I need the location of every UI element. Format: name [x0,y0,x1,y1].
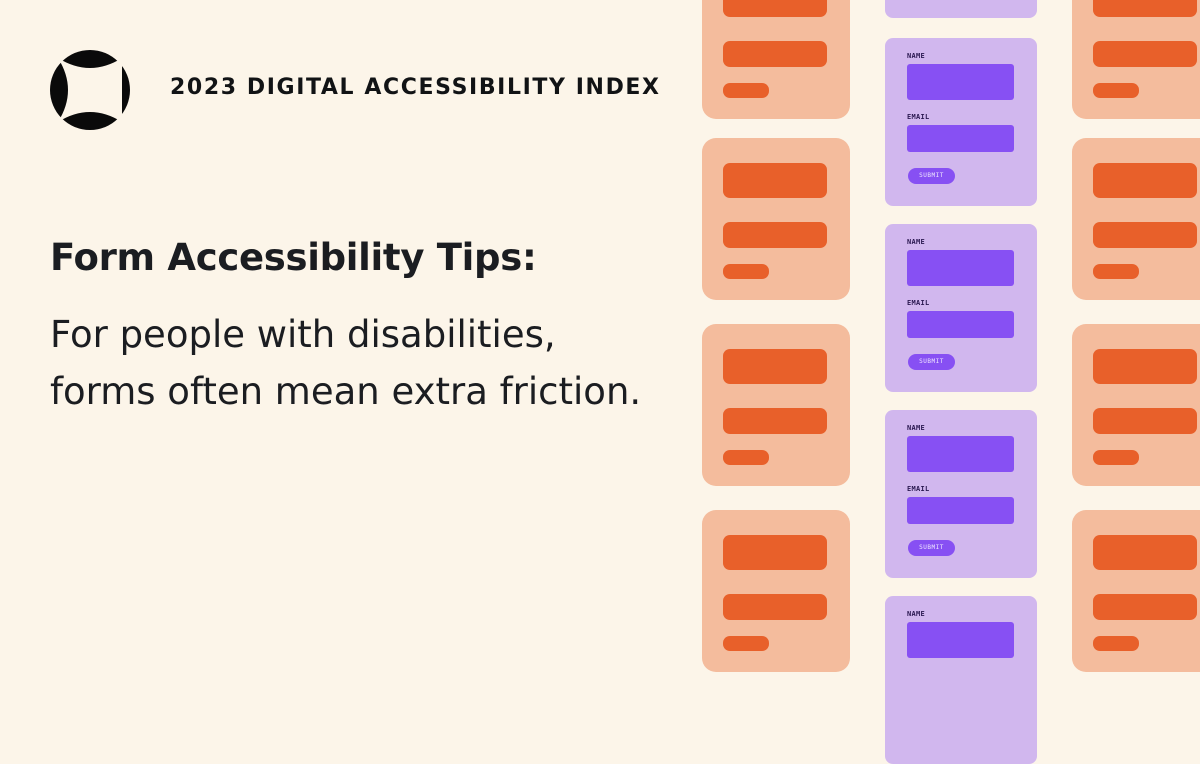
name-label: NAME [907,52,926,60]
placeholder-card [702,510,850,672]
submit-button[interactable]: SUBMIT [908,540,955,556]
form-card: NAME EMAIL SUBMIT [885,38,1037,206]
accessibility-index-logo-icon [50,50,130,130]
email-label: EMAIL [907,485,930,493]
name-field [907,64,1014,100]
placeholder-card [702,138,850,300]
submit-button[interactable]: SUBMIT [908,168,955,184]
index-title: 2023 DIGITAL ACCESSIBILITY INDEX [170,75,661,100]
placeholder-card [1072,0,1200,119]
name-label: NAME [907,238,926,246]
name-field [907,436,1014,472]
placeholder-card [1072,138,1200,300]
form-card: NAME EMAIL SUBMIT [885,410,1037,578]
form-card: NAME [885,596,1037,764]
email-field [907,125,1014,152]
page-subtext: For people with disabilities, forms ofte… [50,313,642,413]
email-field [907,311,1014,338]
email-field [907,497,1014,524]
placeholder-card [702,324,850,486]
email-label: EMAIL [907,113,930,121]
name-label: NAME [907,424,926,432]
name-field [907,622,1014,658]
form-card: NAME EMAIL SUBMIT [885,224,1037,392]
page-heading: Form Accessibility Tips: [50,236,537,279]
form-card [885,0,1037,18]
placeholder-card [1072,510,1200,672]
email-label: EMAIL [907,299,930,307]
submit-button[interactable]: SUBMIT [908,354,955,370]
name-field [907,250,1014,286]
name-label: NAME [907,610,926,618]
placeholder-card [702,0,850,119]
placeholder-card [1072,324,1200,486]
